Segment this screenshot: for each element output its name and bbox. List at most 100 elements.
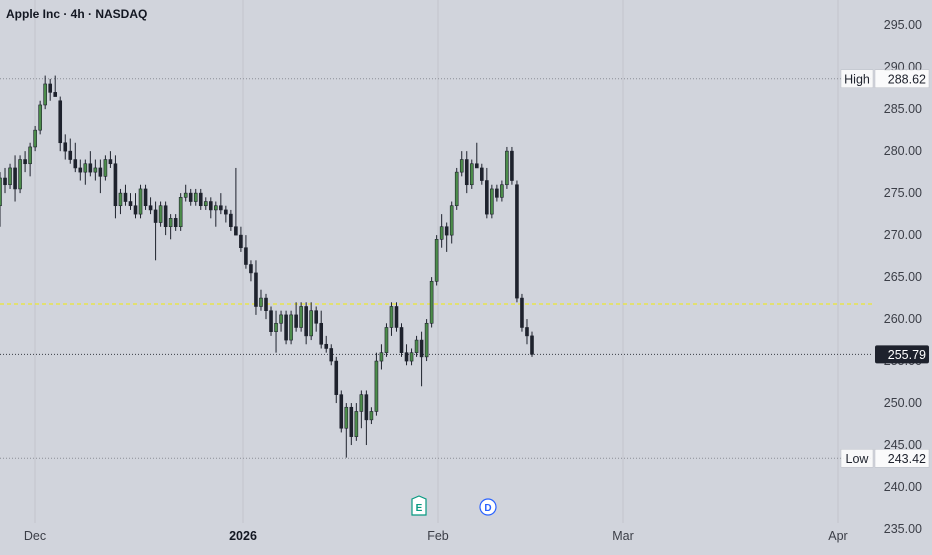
candle-body: [304, 306, 308, 337]
candle-body: [264, 297, 268, 311]
candle-body: [28, 146, 32, 165]
candle-body: [234, 226, 238, 236]
candle-body: [474, 163, 479, 169]
price-tick-label: 235.00: [884, 522, 922, 536]
candle-body: [254, 272, 258, 307]
candle-body: [128, 201, 133, 207]
time-tick-label: Dec: [24, 529, 46, 543]
candle-body: [138, 188, 143, 215]
candle-body: [389, 306, 394, 328]
candle-body: [520, 297, 524, 328]
horizontal-markers: [0, 78, 873, 459]
candle-body: [63, 142, 68, 152]
time-tick-label: Feb: [427, 529, 449, 543]
candle-body: [48, 83, 52, 93]
price-tick-label: 275.00: [884, 186, 922, 200]
candle-body: [505, 150, 509, 186]
candle-body: [148, 205, 153, 211]
candle-body: [469, 163, 474, 186]
candle-body: [214, 205, 218, 211]
last-price-box: [875, 345, 929, 364]
candle-body: [38, 104, 42, 131]
candle-body: [68, 150, 73, 160]
candle-body: [515, 184, 519, 299]
candle-body: [339, 394, 344, 429]
candle-body: [23, 159, 27, 165]
candle-body: [314, 310, 318, 324]
candle-body: [379, 352, 384, 362]
candle-body: [500, 184, 504, 198]
high-value-box: [874, 69, 930, 89]
candle-body: [279, 314, 283, 324]
candle-body: [354, 411, 359, 437]
candle-body: [359, 394, 364, 412]
candle-body: [490, 188, 494, 215]
candle-body: [108, 159, 113, 165]
candle-body: [123, 192, 128, 202]
low-value-box: [874, 449, 930, 468]
candle-body: [219, 205, 223, 211]
candle-body: [224, 209, 228, 215]
candle-body: [88, 163, 93, 173]
candle-body: [3, 177, 7, 186]
candle-body: [449, 205, 454, 236]
candle-body: [289, 314, 293, 341]
high-label: High: [844, 72, 870, 86]
candle-body: [249, 264, 253, 274]
candle-body: [113, 163, 118, 207]
candle-body: [188, 192, 193, 202]
candle-body: [98, 167, 103, 177]
candle-body: [404, 352, 409, 362]
candle-body: [274, 322, 278, 332]
candle-body: [294, 314, 298, 328]
candle-body: [364, 394, 369, 421]
last-price-value: 255.79: [888, 348, 926, 362]
candle-body: [203, 201, 208, 207]
candle-body: [208, 201, 213, 211]
candle-body: [369, 411, 374, 421]
high-value: 288.62: [888, 72, 926, 86]
candle-body: [434, 239, 439, 282]
candle-body: [319, 322, 324, 345]
candle-body: [329, 348, 334, 362]
price-tick-label: 270.00: [884, 228, 922, 242]
price-tick-label: 240.00: [884, 480, 922, 494]
candle-body: [229, 213, 233, 228]
candle-body: [429, 280, 434, 324]
candle-body: [13, 167, 17, 190]
high-label-box: [840, 69, 874, 89]
candle-body: [495, 188, 499, 198]
candle-body: [33, 129, 37, 148]
candle-body: [424, 322, 429, 358]
price-axis: 295.00290.00285.00280.00275.00270.00265.…: [840, 18, 930, 536]
candle-body: [480, 167, 484, 181]
time-tick-label: Apr: [828, 529, 847, 543]
candle-body: [8, 167, 12, 186]
dividend-marker: [479, 498, 497, 516]
earnings-marker: [411, 495, 427, 516]
candle-body: [153, 209, 158, 223]
candle-body: [53, 92, 58, 97]
candle-body: [198, 192, 203, 207]
candle-body: [163, 205, 168, 228]
candle-body: [259, 297, 263, 307]
candle-body: [485, 180, 489, 215]
candle-body: [183, 192, 188, 198]
candle-body: [244, 247, 248, 265]
price-tick-label: 265.00: [884, 270, 922, 284]
candle-body: [409, 352, 414, 362]
candle-body: [394, 306, 399, 328]
price-tick-label: 295.00: [884, 18, 922, 32]
candle-body: [414, 339, 419, 353]
time-axis: Dec 2026 Feb Mar Apr: [24, 529, 848, 543]
candle-body: [454, 171, 459, 207]
candle-body: [334, 360, 339, 395]
earnings-marker-label: E: [416, 503, 423, 514]
candle-body: [43, 83, 47, 106]
candle-body: [374, 360, 379, 412]
candle-body: [178, 197, 183, 228]
candle-body: [530, 335, 534, 355]
candle-body: [58, 100, 63, 144]
